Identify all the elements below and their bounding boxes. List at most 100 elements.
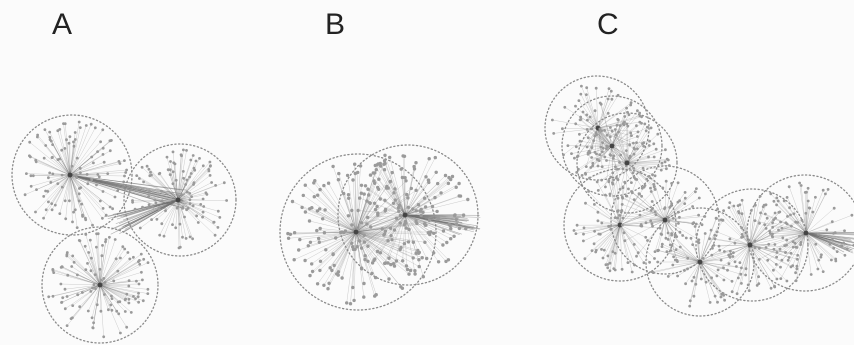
network-node [758,221,761,225]
network-node [86,309,90,313]
network-node [579,115,582,119]
network-node [378,251,383,255]
network-node [595,152,598,156]
network-node [142,180,146,184]
spoke-edge [664,219,676,235]
network-node [379,164,383,168]
network-node [773,284,776,288]
spoke-edge [50,174,71,183]
network-node [441,243,445,247]
network-node [42,216,45,220]
network-node [816,267,820,271]
spoke-edge [583,224,621,229]
network-node [688,304,692,308]
network-node [820,253,823,257]
network-node [740,266,743,270]
network-node [609,89,613,93]
network-node [56,129,60,133]
network-node [337,171,341,176]
network-node [744,267,748,271]
network-node [50,208,54,212]
network-node [772,268,775,272]
fan-edge [111,199,179,231]
spoke-edge [583,224,621,235]
spoke-edge [586,127,599,148]
network-node [207,169,211,173]
network-node [708,237,711,241]
network-node [649,190,653,193]
spoke-edge [611,145,635,178]
network-node [119,331,122,335]
network-node [648,139,651,143]
spoke-edge [788,186,807,234]
network-node [171,182,175,186]
spoke-edge [652,261,701,272]
fan-edge [118,199,179,224]
network-node [622,231,626,235]
spoke-edge [309,208,357,233]
network-node [747,289,751,292]
hub-node [97,282,103,288]
spoke-edge [404,214,444,246]
network-node [611,171,615,175]
network-node [84,216,87,220]
spoke-edge [402,177,406,216]
network-node [749,209,753,212]
spoke-edge [355,205,400,233]
spoke-edge [595,224,621,253]
network-node [650,222,654,226]
spoke-edge [699,233,706,263]
network-node [90,178,94,182]
spoke-edge [335,231,357,239]
network-node [44,189,47,193]
spoke-edge [738,211,751,246]
spoke-edge [657,250,701,263]
spoke-edge [597,212,621,226]
network-node [603,155,607,159]
spoke-edge [177,199,219,228]
network-node [582,232,585,236]
spoke-edge [764,224,807,234]
network-node [753,239,757,243]
network-node [716,268,720,272]
network-node [408,268,413,273]
network-node [649,186,652,190]
network-node [398,213,403,218]
network-node [652,185,656,189]
network-node [800,218,804,222]
fan-edge [805,232,854,235]
network-node [351,178,355,182]
network-node [123,159,126,163]
network-node [784,251,787,254]
spoke-edge [611,112,640,147]
network-node [60,265,64,268]
network-node [169,160,172,163]
network-node [116,189,120,193]
spoke-edge [749,244,769,246]
spoke-edge [355,172,376,233]
network-node [73,138,77,141]
network-node [298,237,302,242]
spoke-edge [355,222,406,233]
network-node [25,172,28,176]
network-node [696,240,700,244]
spoke-edge [611,145,636,180]
network-node [406,205,410,209]
spoke-edge [601,222,621,226]
network-node [353,247,357,251]
network-node [433,155,437,160]
network-node [832,206,836,210]
spoke-edge [172,171,179,201]
network-node [84,124,88,127]
spoke-edge [631,191,666,221]
spoke-edge [599,145,613,161]
network-node [684,236,688,240]
network-node [42,156,46,160]
spoke-edge [619,221,669,226]
spoke-edge [170,161,179,201]
network-node [386,239,390,243]
network-node [627,113,631,117]
network-node [592,242,596,246]
spoke-edge [699,250,720,263]
network-node [763,212,767,216]
